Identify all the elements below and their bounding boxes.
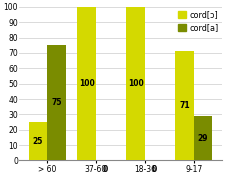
Text: 71: 71 xyxy=(179,101,190,110)
Text: 29: 29 xyxy=(198,134,208,143)
Bar xyxy=(126,7,145,160)
Text: 25: 25 xyxy=(33,137,43,146)
Bar xyxy=(77,7,96,160)
Legend: cord[ɔ], cord[a]: cord[ɔ], cord[a] xyxy=(177,9,220,33)
Text: 75: 75 xyxy=(51,98,62,107)
Text: 0: 0 xyxy=(103,165,108,174)
Text: 100: 100 xyxy=(128,79,144,88)
Bar xyxy=(194,116,212,160)
Bar xyxy=(175,52,194,160)
Text: 0: 0 xyxy=(152,165,157,174)
Text: 100: 100 xyxy=(79,79,94,88)
Bar xyxy=(29,122,47,160)
Bar xyxy=(47,45,66,160)
